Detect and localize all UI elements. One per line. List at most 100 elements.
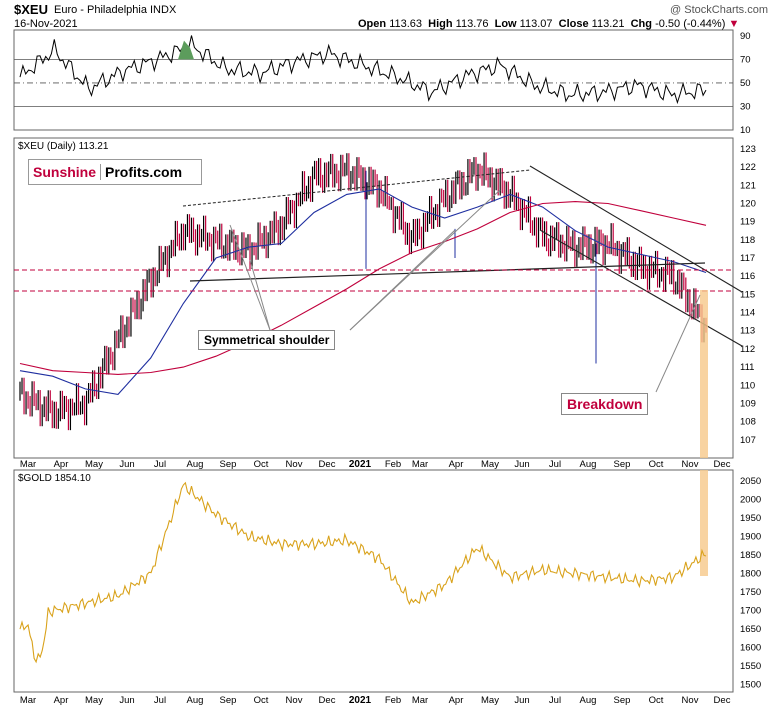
x-tick-label: Apr: [449, 695, 464, 706]
x-tick-label: 2021: [349, 459, 372, 470]
x-tick-label: Oct: [649, 459, 664, 470]
neckline-dashed: [182, 169, 531, 207]
gold-tick-label: 1900: [740, 532, 761, 543]
breakdown-label: Breakdown: [561, 393, 649, 415]
gold-tick-label: 1650: [740, 624, 761, 635]
gold-tick-label: 1750: [740, 587, 761, 598]
x-tick-label: Aug: [187, 695, 204, 706]
x-tick-label: Aug: [580, 459, 597, 470]
symbol-title: $XEU: [14, 2, 48, 17]
x-tick-label: Apr: [449, 459, 464, 470]
price-tick-label: 120: [740, 198, 756, 209]
price-tick-label: 114: [740, 308, 755, 319]
price-tick-label: 109: [740, 398, 756, 409]
price-tick-label: 113: [740, 326, 755, 337]
gold-tick-label: 1800: [740, 569, 761, 580]
x-tick-label: Aug: [187, 459, 204, 470]
x-tick-label: Apr: [54, 695, 69, 706]
sunshine-profits-logo: Sunshine Profits.com: [28, 159, 202, 185]
low-value: 113.07: [519, 18, 553, 30]
open-value: 113.63: [389, 18, 423, 30]
price-tick-label: 115: [740, 289, 755, 300]
gold-tick-label: 2050: [740, 476, 761, 487]
x-tick-label: Feb: [385, 695, 401, 706]
rsi-tick-label: 10: [740, 125, 751, 136]
price-tick-label: 122: [740, 162, 756, 173]
shoulder-arrows: [229, 189, 701, 393]
x-tick-label: May: [85, 459, 103, 470]
gold-panel-title: $GOLD 1854.10: [18, 473, 91, 484]
x-tick-label: Nov: [682, 459, 699, 470]
x-axis-gold: Mar Apr May Jun Jul Aug Sep Oct Nov Dec 2021 Feb Mar…: [20, 695, 731, 706]
gold-tick-label: 2000: [740, 495, 761, 506]
x-tick-label: Oct: [254, 695, 269, 706]
x-tick-label: Jul: [154, 459, 166, 470]
x-tick-label: Mar: [20, 459, 36, 470]
chg-value: -0.50 (-0.44%): [655, 18, 726, 30]
price-tick-label: 112: [740, 344, 755, 355]
price-tick-label: 110: [740, 380, 755, 391]
x-tick-label: Sep: [614, 459, 631, 470]
logo-part-profits: Profits.com: [100, 164, 186, 180]
gold-tick-label: 1550: [740, 661, 761, 672]
price-tick-label: 123: [740, 144, 756, 155]
channel-lower: [539, 229, 743, 347]
price-tick-label: 118: [740, 235, 755, 246]
x-tick-label: Dec: [319, 459, 336, 470]
rsi-panel: 90 70 50 30 10: [13, 29, 751, 136]
price-panel-title: $XEU (Daily) 113.21: [18, 141, 109, 152]
price-tick-label: 107: [740, 435, 756, 446]
ohlc-readout: Open 113.63 High 113.76 Low 113.07 Close…: [358, 18, 739, 30]
x-tick-label: Sep: [220, 695, 237, 706]
x-tick-label: Jun: [514, 695, 529, 706]
x-tick-label: Sep: [220, 459, 237, 470]
high-label: High: [428, 18, 453, 30]
x-tick-label: May: [481, 695, 499, 706]
x-tick-label: 2021: [349, 695, 372, 706]
down-arrow-icon: ▼: [728, 18, 740, 30]
price-tick-label: 111: [740, 362, 754, 373]
gold-tick-label: 1850: [740, 550, 761, 561]
price-tick-label: 121: [740, 180, 756, 191]
x-axis-price: Mar Apr May Jun Jul Aug Sep Oct Nov Dec 2021 Feb Mar…: [20, 459, 731, 470]
x-tick-label: Sep: [614, 695, 631, 706]
close-label: Close: [558, 18, 589, 30]
rsi-tick-label: 90: [740, 31, 751, 42]
x-tick-label: Jul: [549, 695, 561, 706]
x-tick-label: Jun: [119, 695, 134, 706]
gold-highlight: [700, 470, 708, 576]
x-tick-label: May: [85, 695, 103, 706]
logo-part-sunshine: Sunshine: [33, 164, 97, 180]
breakdown-highlight: [700, 290, 708, 458]
price-tick-label: 119: [740, 217, 755, 228]
x-tick-label: Jun: [514, 459, 529, 470]
gold-tick-label: 1600: [740, 643, 761, 654]
x-tick-label: Mar: [20, 695, 36, 706]
gold-panel: $GOLD 1854.10 2050 2000 1950 1900 1850 1800 17…: [13, 469, 761, 693]
gold-tick-label: 1700: [740, 606, 761, 617]
x-tick-label: Dec: [319, 695, 336, 706]
x-tick-label: Nov: [682, 695, 699, 706]
x-tick-label: Apr: [54, 459, 69, 470]
x-tick-label: Jul: [154, 695, 166, 706]
price-tick-label: 108: [740, 417, 756, 428]
x-tick-label: Dec: [714, 459, 731, 470]
index-name: Euro - Philadelphia INDX: [54, 4, 177, 16]
x-tick-label: Feb: [385, 459, 401, 470]
price-tick-label: 117: [740, 253, 755, 264]
low-label: Low: [494, 18, 517, 30]
x-tick-label: Oct: [649, 695, 664, 706]
high-value: 113.76: [455, 18, 489, 30]
gold-tick-label: 1950: [740, 513, 761, 524]
watermark: @ StockCharts.com: [670, 4, 768, 16]
price-tick-label: 116: [740, 271, 755, 282]
open-label: Open: [358, 18, 387, 30]
chart-date: 16-Nov-2021: [14, 18, 78, 30]
x-tick-label: Mar: [412, 695, 428, 706]
x-tick-label: Oct: [254, 459, 269, 470]
rsi-tick-label: 50: [740, 78, 751, 89]
gold-tick-label: 1500: [740, 680, 761, 691]
symmetrical-shoulder-label: Symmetrical shoulder: [198, 330, 336, 350]
x-tick-label: Nov: [286, 695, 303, 706]
